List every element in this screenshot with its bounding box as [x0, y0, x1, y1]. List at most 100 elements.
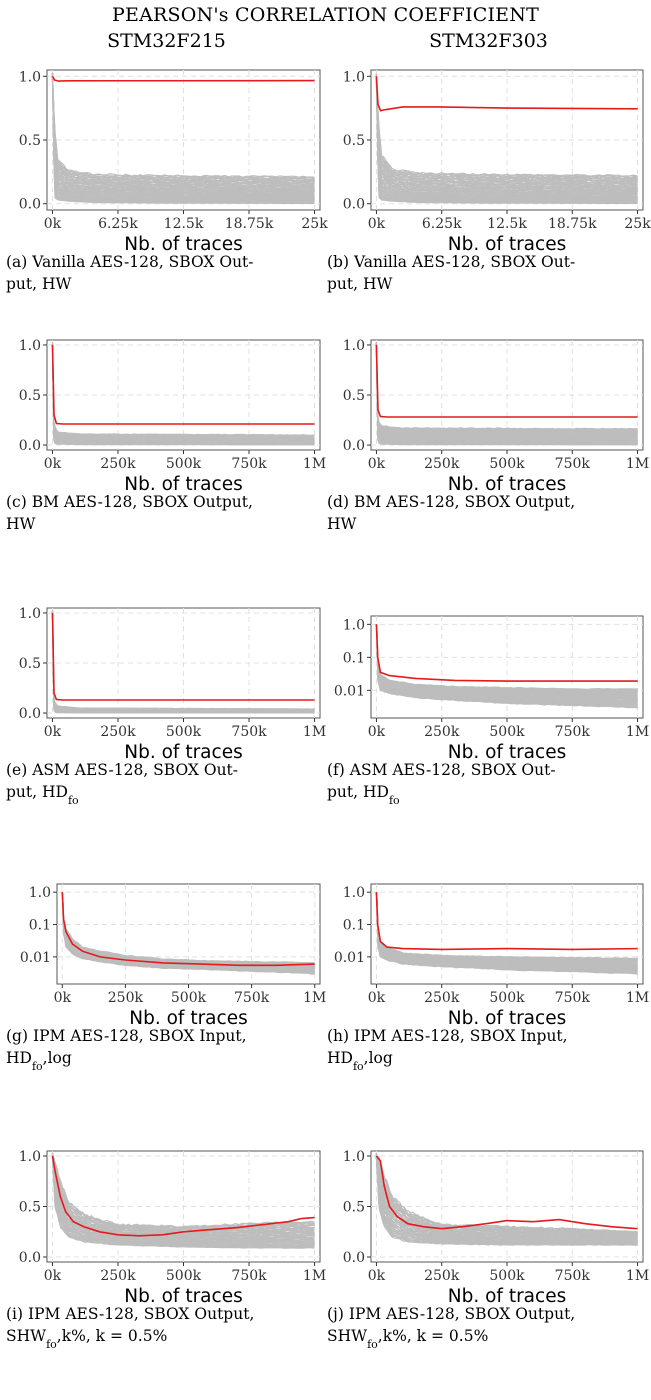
correct-key-trace	[51, 75, 315, 82]
y-tick-label: 0.1	[343, 918, 365, 934]
wrong-key-trace	[51, 74, 315, 187]
x-tick-label: 750k	[231, 456, 267, 472]
x-axis-label: Nb. of traces	[124, 1286, 242, 1307]
x-axis-label: Nb. of traces	[129, 1008, 247, 1029]
wrong-key-trace	[375, 79, 638, 187]
panel-f: 1.0 0.1 0.01 0k 250k 500k 750k 1M Nb. of traces(…	[327, 615, 649, 807]
wrong-key-trace	[375, 624, 638, 699]
panel-e: 0.0 0.5 1.0 0k 250k 500k 750k 1M Nb. of traces(e…	[6, 606, 326, 807]
y-tick-label: 1.0	[343, 617, 365, 633]
panel-caption: HDfo,log	[327, 1049, 393, 1073]
panel-caption: (h) IPM AES-128, SBOX Input,	[327, 1027, 568, 1045]
x-tick-label: 750k	[555, 724, 591, 740]
panel-caption: HDfo,log	[6, 1049, 72, 1073]
y-tick-label: 0.0	[19, 1250, 41, 1266]
panel-caption: (e) ASM AES-128, SBOX Out-	[6, 761, 238, 779]
x-axis-label: Nb. of traces	[124, 742, 242, 763]
x-tick-label: 18.75k	[225, 216, 274, 232]
column-title-stm32f215: STM32F215	[107, 30, 226, 52]
panel-b: 0.0 0.5 1.0 0k 6.25k 12.5k 18.75k 25k Nb. of tra…	[327, 69, 651, 293]
correct-key-trace	[61, 892, 315, 967]
panel-caption: SHWfo,k%, k = 0.5%	[6, 1327, 167, 1351]
x-tick-label: 0k	[44, 724, 62, 740]
y-tick-label: 0.0	[19, 197, 41, 213]
y-tick-label: 0.0	[19, 438, 41, 454]
x-tick-label: 0k	[44, 1268, 62, 1284]
wrong-key-trace	[375, 76, 638, 200]
y-tick-label: 0.01	[20, 950, 51, 966]
x-tick-label: 250k	[100, 456, 136, 472]
x-tick-label: 0k	[44, 456, 62, 472]
x-axis-label: Nb. of traces	[448, 742, 566, 763]
x-axis-label: Nb. of traces	[448, 234, 566, 255]
panel-caption: (d) BM AES-128, SBOX Output,	[327, 493, 575, 511]
wrong-key-trace	[51, 72, 315, 201]
panel-caption: (j) IPM AES-128, SBOX Output,	[327, 1305, 575, 1323]
x-tick-label: 1M	[303, 456, 326, 472]
panel-caption: HW	[327, 515, 357, 533]
x-axis-label: Nb. of traces	[124, 474, 242, 495]
wrong-key-trace	[51, 1155, 315, 1247]
x-tick-label: 0k	[368, 1268, 386, 1284]
panel-caption: SHWfo,k%, k = 0.5%	[327, 1327, 488, 1351]
x-tick-label: 0k	[368, 990, 386, 1006]
wrong-key-trace	[375, 77, 638, 194]
x-tick-label: 750k	[555, 456, 591, 472]
y-tick-label: 1.0	[343, 885, 365, 901]
panel-caption: put, HW	[6, 275, 72, 293]
x-tick-label: 250k	[424, 724, 460, 740]
wrong-key-trace	[61, 891, 315, 964]
x-tick-label: 750k	[555, 1268, 591, 1284]
x-tick-label: 12.5k	[487, 216, 527, 232]
wrong-key-trace	[51, 78, 315, 178]
x-tick-label: 250k	[424, 990, 460, 1006]
x-tick-label: 18.75k	[548, 216, 597, 232]
x-tick-label: 1M	[303, 990, 326, 1006]
y-tick-label: 0.5	[343, 133, 365, 149]
x-tick-label: 500k	[489, 1268, 525, 1284]
wrong-key-trace	[51, 77, 315, 185]
y-tick-label: 1.0	[19, 338, 41, 354]
x-tick-label: 750k	[234, 990, 270, 1006]
wrong-key-trace	[375, 73, 638, 198]
panel-d: 0.0 0.5 1.0 0k 250k 500k 750k 1M Nb. of traces(d…	[327, 338, 649, 533]
y-tick-label: 0.5	[343, 388, 365, 404]
x-tick-label: 1M	[626, 1268, 649, 1284]
wrong-key-trace	[51, 345, 315, 436]
wrong-key-trace	[375, 79, 638, 181]
panel-h: 1.0 0.1 0.01 0k 250k 500k 750k 1M Nb. of traces(…	[327, 883, 649, 1073]
panel-c: 0.0 0.5 1.0 0k 250k 500k 750k 1M Nb. of traces(c…	[6, 338, 326, 533]
wrong-key-trace	[375, 77, 638, 204]
y-tick-label: 1.0	[29, 885, 51, 901]
x-tick-label: 1M	[303, 724, 326, 740]
y-tick-label: 0.0	[343, 197, 365, 213]
x-tick-label: 250k	[108, 990, 144, 1006]
correct-key-trace	[375, 76, 638, 112]
y-tick-label: 0.01	[334, 683, 365, 699]
correct-key-trace	[375, 624, 638, 682]
x-axis-label: Nb. of traces	[448, 474, 566, 495]
panel-caption: (i) IPM AES-128, SBOX Output,	[6, 1305, 254, 1323]
correct-key-trace	[51, 344, 315, 425]
x-tick-label: 500k	[166, 456, 202, 472]
panel-i: 0.0 0.5 1.0 0k 250k 500k 750k 1M Nb. of traces(i…	[6, 1149, 326, 1351]
panel-caption: (a) Vanilla AES-128, SBOX Out-	[6, 253, 254, 271]
wrong-key-trace	[375, 1157, 638, 1244]
x-tick-label: 250k	[424, 1268, 460, 1284]
x-tick-label: 500k	[166, 724, 202, 740]
x-tick-label: 750k	[231, 1268, 267, 1284]
panel-caption: (g) IPM AES-128, SBOX Input,	[6, 1027, 247, 1045]
x-tick-label: 1M	[626, 724, 649, 740]
y-tick-label: 1.0	[343, 1149, 365, 1165]
x-tick-label: 0k	[368, 216, 386, 232]
panel-g: 1.0 0.1 0.01 0k 250k 500k 750k 1M Nb. of traces(…	[6, 883, 326, 1073]
panel-caption: (c) BM AES-128, SBOX Output,	[6, 493, 253, 511]
x-tick-label: 500k	[166, 1268, 202, 1284]
panel-j: 0.0 0.5 1.0 0k 250k 500k 750k 1M Nb. of traces(j…	[327, 1149, 649, 1351]
x-tick-label: 1M	[303, 1268, 326, 1284]
figure-title: PEARSON's CORRELATION COEFFICIENT	[112, 4, 539, 26]
y-tick-label: 0.01	[334, 950, 365, 966]
correct-key-trace	[375, 344, 638, 418]
wrong-key-trace	[375, 75, 638, 204]
